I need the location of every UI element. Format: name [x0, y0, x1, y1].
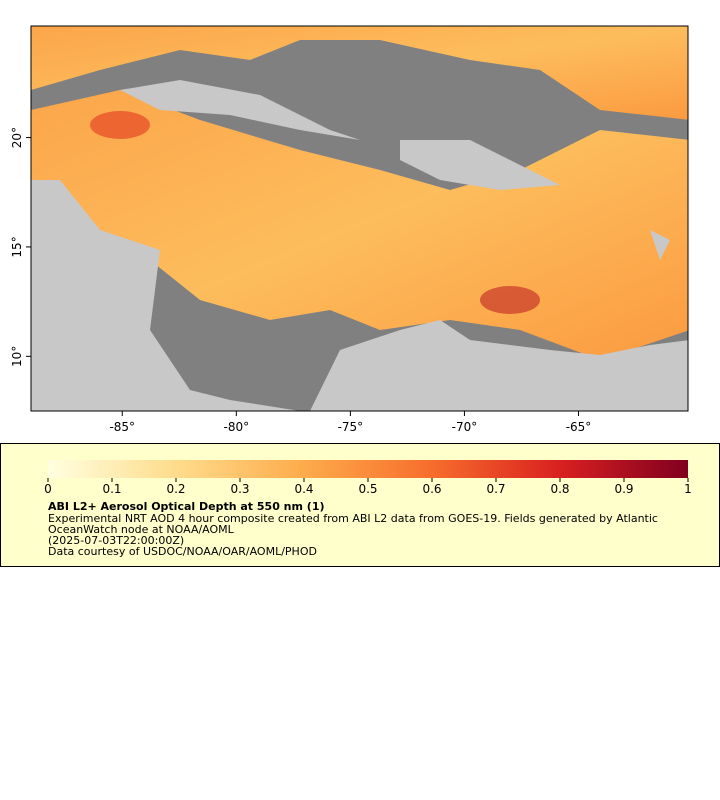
aerosol-hotspot	[480, 286, 540, 314]
x-tick-label: -70°	[452, 420, 478, 434]
y-tick-label: 10°	[10, 346, 24, 367]
axes: -85° -80° -75° -70° -65° 10° 15° 20°	[10, 127, 591, 434]
land	[650, 230, 670, 260]
aerosol-hotspot	[90, 111, 150, 139]
land	[400, 140, 560, 190]
map-frame	[30, 25, 689, 412]
colorbar	[48, 460, 688, 478]
land	[310, 320, 688, 411]
map	[31, 26, 688, 411]
x-tick-label: -80°	[224, 420, 250, 434]
y-tick-label: 15°	[10, 236, 24, 257]
colorbar-ticks: 0 0.1 0.2 0.3 0.4 0.5 0.6 0.7 0.8 0.9 1	[44, 478, 692, 496]
colorbar-tick-label: 0.2	[166, 482, 185, 496]
description: Experimental NRT AOD 4 hour composite cr…	[48, 512, 658, 525]
y-tick-label: 20°	[10, 127, 24, 148]
x-tick-label: -75°	[338, 420, 364, 434]
colorbar-tick-label: 0.4	[294, 482, 313, 496]
colorbar-tick-label: 0.6	[422, 482, 441, 496]
colorbar-tick-label: 0.9	[614, 482, 633, 496]
x-tick-label: -85°	[109, 420, 135, 434]
colorbar-tick-label: 1	[684, 482, 692, 496]
land	[31, 180, 300, 411]
x-tick-label: -65°	[566, 420, 592, 434]
colorbar-tick-label: 0.5	[358, 482, 377, 496]
description: OceanWatch node at NOAA/AOML	[48, 523, 235, 536]
colorbar-tick-label: 0.7	[486, 482, 505, 496]
colorbar-tick-label: 0.8	[550, 482, 569, 496]
description: Data courtesy of USDOC/NOAA/OAR/AOML/PHO…	[48, 545, 317, 558]
colorbar-tick-label: 0.1	[102, 482, 121, 496]
aerosol-field	[31, 26, 688, 120]
land	[120, 80, 360, 140]
description: (2025-07-03T22:00:00Z)	[48, 534, 184, 547]
colorbar-tick-label: 0.3	[230, 482, 249, 496]
legend-title: ABI L2+ Aerosol Optical Depth at 550 nm …	[48, 500, 325, 513]
colorbar-tick-label: 0	[44, 482, 52, 496]
